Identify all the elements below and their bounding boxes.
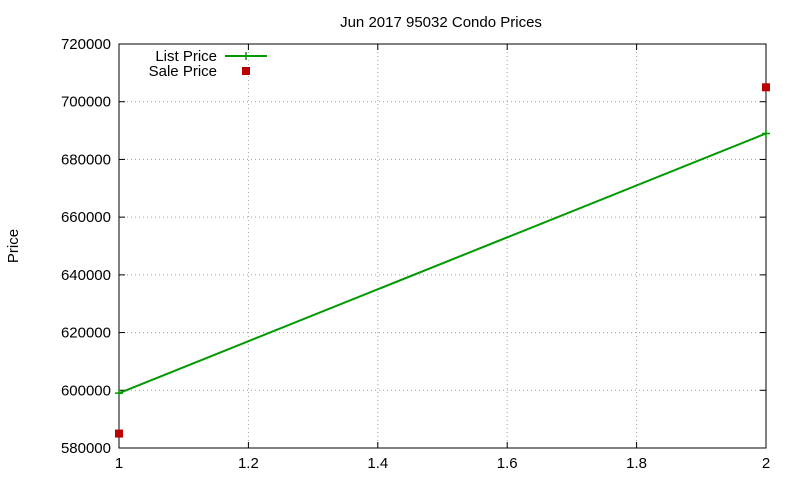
x-tick-label: 1.8: [626, 455, 647, 472]
y-tick-label: 620000: [61, 325, 111, 342]
y-tick-label: 680000: [61, 151, 111, 168]
grid: [119, 44, 766, 448]
data-point-marker: [762, 129, 770, 138]
x-tick-label: 1.4: [367, 455, 388, 472]
data-point-marker: [115, 429, 123, 438]
y-tick-label: 720000: [61, 36, 111, 53]
x-tick-label: 1: [115, 455, 123, 472]
series: [115, 83, 770, 438]
axis-ticks: 1 1.2 1.4 1.6 1.8 2 580000 600000 620000 640000 66…: [61, 36, 770, 472]
y-tick-label: 640000: [61, 267, 111, 284]
data-point-marker: [115, 389, 123, 398]
legend-label: Sale Price: [149, 63, 217, 80]
series-line-list-price: [118, 132, 767, 395]
y-tick-label: 600000: [61, 382, 111, 399]
y-tick-label: 580000: [61, 440, 111, 457]
y-tick-label: 700000: [61, 94, 111, 111]
data-point-marker: [242, 52, 250, 60]
data-point-marker: [762, 83, 770, 92]
y-tick-label: 660000: [61, 209, 111, 226]
legend-label: List Price: [155, 48, 217, 65]
y-axis-label: Price: [5, 229, 22, 263]
chart-title: Jun 2017 95032 Condo Prices: [340, 14, 542, 31]
x-tick-label: 2: [762, 455, 770, 472]
data-point-marker: [242, 67, 250, 75]
x-tick-label: 1.2: [238, 455, 259, 472]
plot-frame: [118, 43, 767, 449]
x-tick-label: 1.6: [497, 455, 518, 472]
